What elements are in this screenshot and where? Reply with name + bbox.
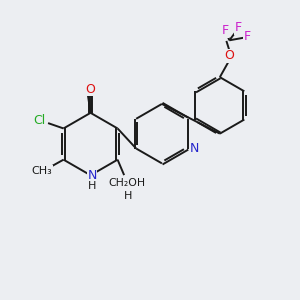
Text: Cl: Cl bbox=[33, 114, 45, 127]
Text: O: O bbox=[224, 49, 234, 62]
Text: CH₃: CH₃ bbox=[32, 166, 52, 176]
Text: O: O bbox=[85, 82, 95, 96]
Text: H: H bbox=[88, 181, 96, 191]
Text: F: F bbox=[244, 30, 251, 43]
Text: H: H bbox=[124, 191, 133, 201]
Text: N: N bbox=[190, 142, 199, 155]
Text: N: N bbox=[87, 169, 97, 182]
Text: F: F bbox=[221, 24, 229, 37]
Text: F: F bbox=[235, 21, 242, 34]
Text: CH₂OH: CH₂OH bbox=[109, 178, 146, 188]
